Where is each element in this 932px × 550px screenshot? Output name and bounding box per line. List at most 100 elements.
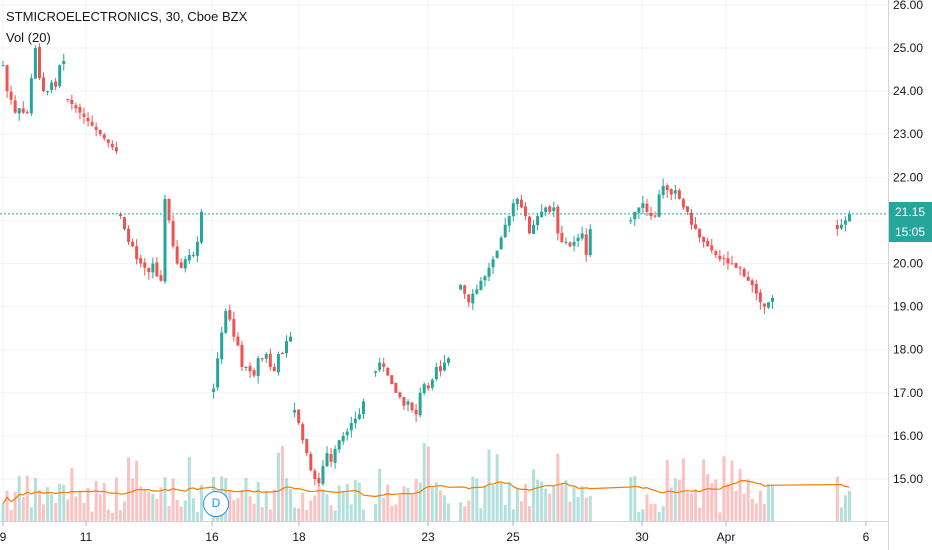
candle-body (661, 185, 665, 196)
candle-body (268, 353, 272, 367)
volume-bar (771, 484, 774, 521)
time-tick-label: 30 (635, 530, 649, 544)
candle-body (240, 344, 244, 367)
candle-body (463, 285, 467, 294)
volume-bar (762, 503, 766, 521)
volume-bar (42, 504, 45, 521)
volume-bar (191, 498, 195, 521)
volume-bar (357, 482, 361, 521)
volume-bar (698, 507, 702, 521)
volume-bar (847, 490, 851, 521)
volume-indicator-label[interactable]: Vol (20) (6, 30, 51, 45)
volume-bar (576, 497, 580, 521)
candle-body (147, 267, 151, 273)
volume-bar (414, 479, 418, 521)
candle-body (264, 354, 268, 359)
candle-body (341, 435, 345, 442)
candle-body (442, 362, 446, 371)
candle-body (576, 237, 580, 242)
volume-bar (410, 493, 414, 521)
volume-bar (673, 478, 677, 521)
candle-body (657, 194, 661, 217)
volume-bar (430, 486, 434, 521)
volume-bar (718, 512, 722, 521)
volume-bar (293, 507, 297, 521)
candle-body (378, 362, 382, 371)
volume-bar (730, 460, 734, 521)
candle-body (58, 65, 62, 87)
candle-body (139, 258, 143, 264)
volume-bar (402, 486, 406, 521)
candle-body (127, 228, 131, 242)
candle-body (483, 276, 487, 281)
candle-body (135, 246, 139, 260)
candle-body (434, 366, 438, 380)
candle-body (459, 285, 463, 290)
time-tick-label: 25 (506, 530, 520, 544)
volume-bar (479, 508, 483, 521)
candle-body (42, 77, 45, 92)
volume-bar (260, 507, 264, 521)
volume-bar (102, 482, 106, 521)
volume-bar (171, 478, 175, 521)
volume-bar (386, 484, 390, 521)
candle-body (106, 139, 110, 143)
candle-body (325, 453, 329, 467)
volume-bar (248, 496, 252, 521)
candle-body (706, 240, 710, 247)
volume-bar (843, 495, 847, 521)
volume-bar (37, 490, 41, 521)
candle-body (232, 318, 236, 337)
volume-bar (131, 478, 135, 521)
candle-body (471, 293, 475, 304)
volume-bar (252, 503, 256, 521)
candle-body (771, 297, 774, 302)
candle-body (698, 228, 702, 238)
candle-body (734, 263, 738, 268)
volume-bar (195, 511, 199, 521)
price-tick-label: 15.00 (893, 472, 923, 486)
candle-body (297, 409, 301, 423)
volume-bar (285, 478, 288, 521)
price-tick-label: 26.00 (893, 0, 923, 12)
candle-body (426, 385, 430, 389)
volume-bar (398, 494, 402, 521)
candle-body (62, 60, 66, 65)
candle-body (313, 470, 317, 479)
candle-body (564, 241, 568, 243)
candle-body (9, 91, 13, 100)
candle-body (114, 147, 118, 152)
volume-bar (754, 503, 758, 521)
volume-bar (390, 506, 394, 521)
candle-body (746, 276, 750, 281)
candle-body (645, 203, 649, 212)
volume-bar (329, 505, 333, 521)
volume-bar (94, 480, 98, 521)
volume-bar (118, 510, 122, 521)
candle-body (499, 237, 503, 250)
candle-body (390, 375, 394, 385)
candle-body (159, 275, 163, 281)
price-tick-label: 24.00 (893, 84, 923, 98)
candle-body (236, 336, 240, 346)
dividend-marker-icon[interactable]: D (203, 491, 229, 517)
candle-body (467, 294, 471, 303)
candle-body (276, 354, 280, 373)
candle-body (361, 401, 365, 415)
volume-bar (690, 493, 693, 521)
candle-body (447, 358, 450, 363)
symbol-title[interactable]: STMICROELECTRONICS, 30, Cboe BZX (6, 9, 248, 24)
volume-bar (175, 499, 179, 521)
volume-bar (641, 509, 645, 521)
volume-bar (532, 469, 536, 521)
candle-body (175, 246, 179, 264)
volume-bar (722, 456, 726, 521)
volume-bar (151, 493, 155, 521)
candle-body (131, 241, 135, 247)
volume-bar (147, 491, 151, 521)
volume-bar (657, 511, 661, 521)
candle-body (422, 384, 426, 394)
candle-body (151, 263, 155, 273)
volume-bar (540, 481, 544, 521)
